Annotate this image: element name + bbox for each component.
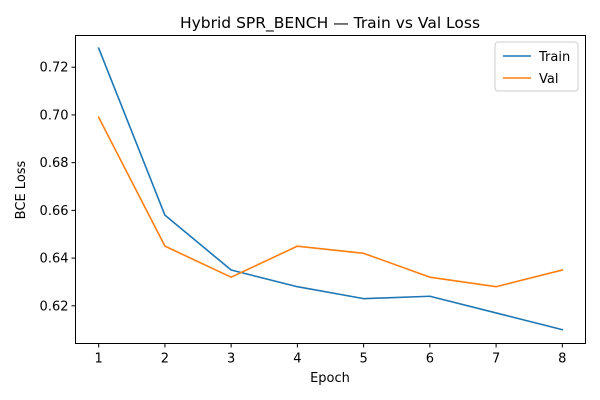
y-tick-label: 0.66	[40, 204, 69, 219]
chart-title: Hybrid SPR_BENCH — Train vs Val Loss	[180, 14, 480, 33]
x-tick-label: 4	[293, 352, 301, 367]
y-tick-label: 0.64	[40, 252, 69, 267]
legend: Train Val	[494, 41, 579, 92]
y-tick-label: 0.62	[40, 299, 69, 314]
x-axis: 1 2 3 4 5 6 7 8	[95, 343, 566, 367]
series-layer	[97, 47, 564, 331]
series-line-train	[97, 47, 564, 331]
x-axis-label: Epoch	[310, 371, 350, 386]
y-tick-label: 0.68	[40, 156, 69, 171]
y-tick-label: 0.70	[40, 108, 69, 123]
x-tick-label: 2	[161, 352, 169, 367]
plot-frame	[75, 35, 586, 344]
x-tick-label: 8	[558, 352, 566, 367]
legend-label-train: Train	[538, 50, 570, 65]
series-line-val	[97, 116, 564, 288]
y-tick-label: 0.72	[40, 61, 69, 76]
x-tick-label: 3	[227, 352, 235, 367]
x-tick-label: 1	[95, 352, 103, 367]
legend-label-val: Val	[539, 72, 558, 87]
x-tick-label: 7	[492, 352, 500, 367]
x-tick-label: 5	[359, 352, 367, 367]
y-axis-label: BCE Loss	[14, 160, 29, 219]
x-tick-label: 6	[426, 352, 434, 367]
y-axis: 0.62 0.64 0.66 0.68 0.70 0.72	[40, 61, 76, 314]
